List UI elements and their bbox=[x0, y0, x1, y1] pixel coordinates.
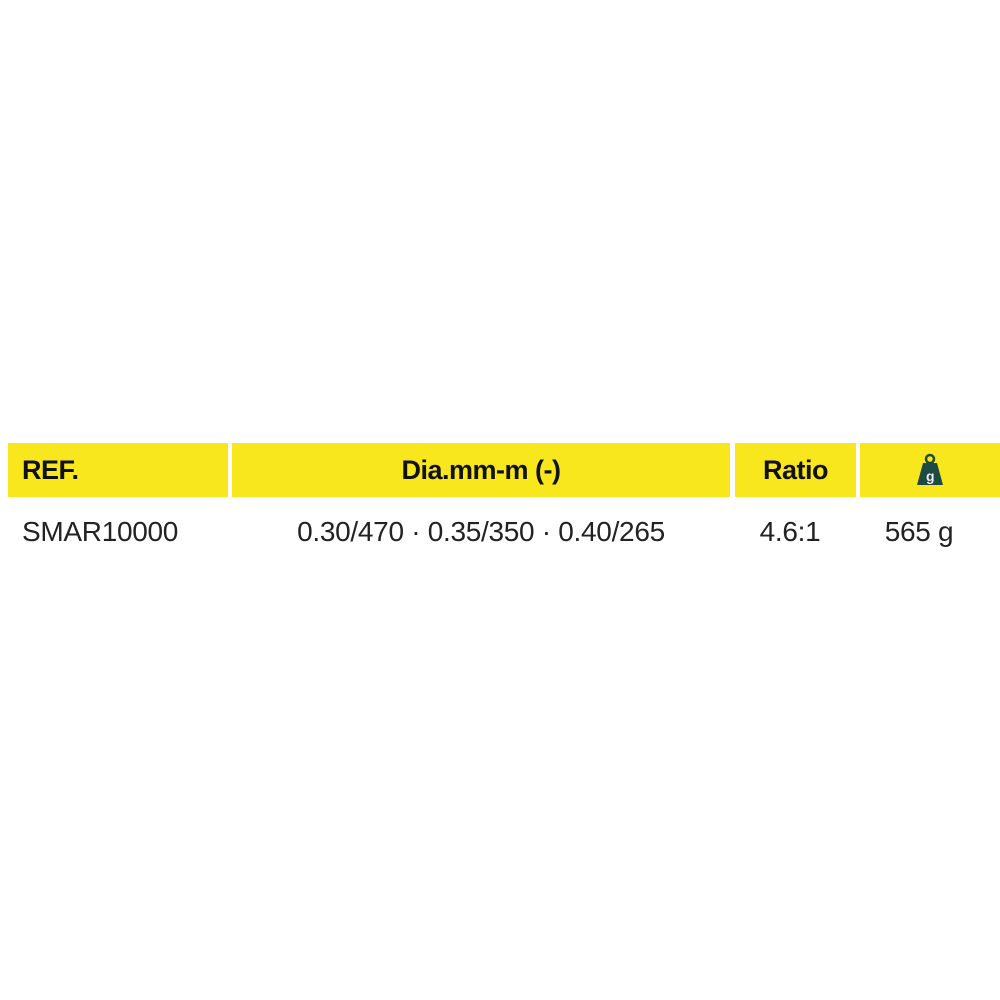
header-weight: g bbox=[860, 443, 1000, 497]
cell-diameter: 0.30/470 · 0.35/350 · 0.40/265 bbox=[297, 516, 665, 547]
header-ref: REF. bbox=[8, 443, 228, 497]
weight-icon: g bbox=[917, 453, 943, 485]
cell-weight: 565 g bbox=[884, 516, 954, 547]
cell-ratio: 4.6:1 bbox=[759, 516, 821, 547]
weight-icon-letter: g bbox=[926, 468, 934, 484]
header-diameter: Dia.mm-m (-) bbox=[232, 443, 730, 497]
cell-ref: SMAR10000 bbox=[22, 516, 179, 547]
header-ratio: Ratio bbox=[735, 443, 856, 497]
